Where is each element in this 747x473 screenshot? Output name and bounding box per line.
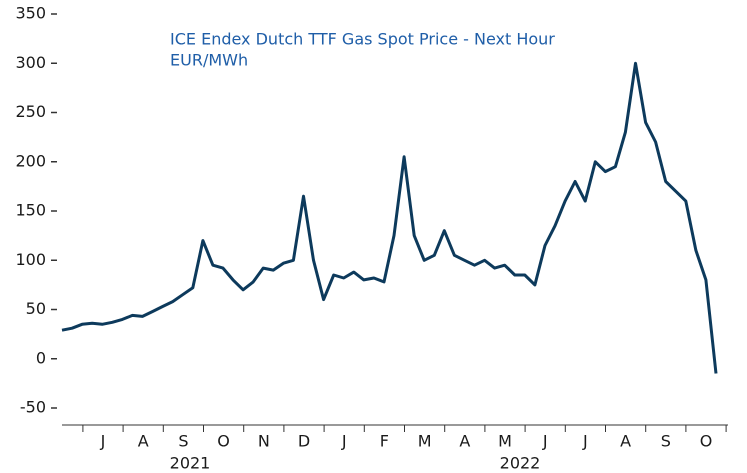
x-tick-label: F — [380, 432, 389, 451]
y-tick-label: 150 — [15, 201, 46, 220]
x-tick-label: J — [341, 432, 347, 451]
y-tick-label: 100 — [15, 250, 46, 269]
x-tick-label: S — [661, 432, 671, 451]
x-tick-label: A — [620, 432, 631, 451]
y-tick-label: 300 — [15, 53, 46, 72]
x-tick-label: S — [178, 432, 188, 451]
year-label: 2022 — [500, 454, 541, 473]
x-tick-label: M — [418, 432, 432, 451]
y-tick-label: 0 — [36, 348, 46, 367]
x-tick-label: A — [138, 432, 149, 451]
x-tick-label: O — [217, 432, 230, 451]
chart-title: ICE Endex Dutch TTF Gas Spot Price - Nex… — [170, 30, 555, 49]
chart-subtitle: EUR/MWh — [170, 51, 248, 70]
y-tick-label: 350 — [15, 4, 46, 23]
price-line — [61, 61, 718, 374]
x-tick-label: D — [298, 432, 310, 451]
x-tick-label: J — [100, 432, 106, 451]
y-tick-label: 50 — [26, 299, 46, 318]
x-tick-label: J — [582, 432, 588, 451]
x-tick-label: J — [542, 432, 548, 451]
x-tick-label: A — [459, 432, 470, 451]
year-label: 2021 — [170, 454, 211, 473]
x-tick-label: N — [258, 432, 270, 451]
y-tick-label: 250 — [15, 102, 46, 121]
y-tick-label: -50 — [20, 398, 46, 417]
x-tick-label: O — [700, 432, 713, 451]
y-tick-label: 200 — [15, 151, 46, 170]
x-tick-label: M — [498, 432, 512, 451]
